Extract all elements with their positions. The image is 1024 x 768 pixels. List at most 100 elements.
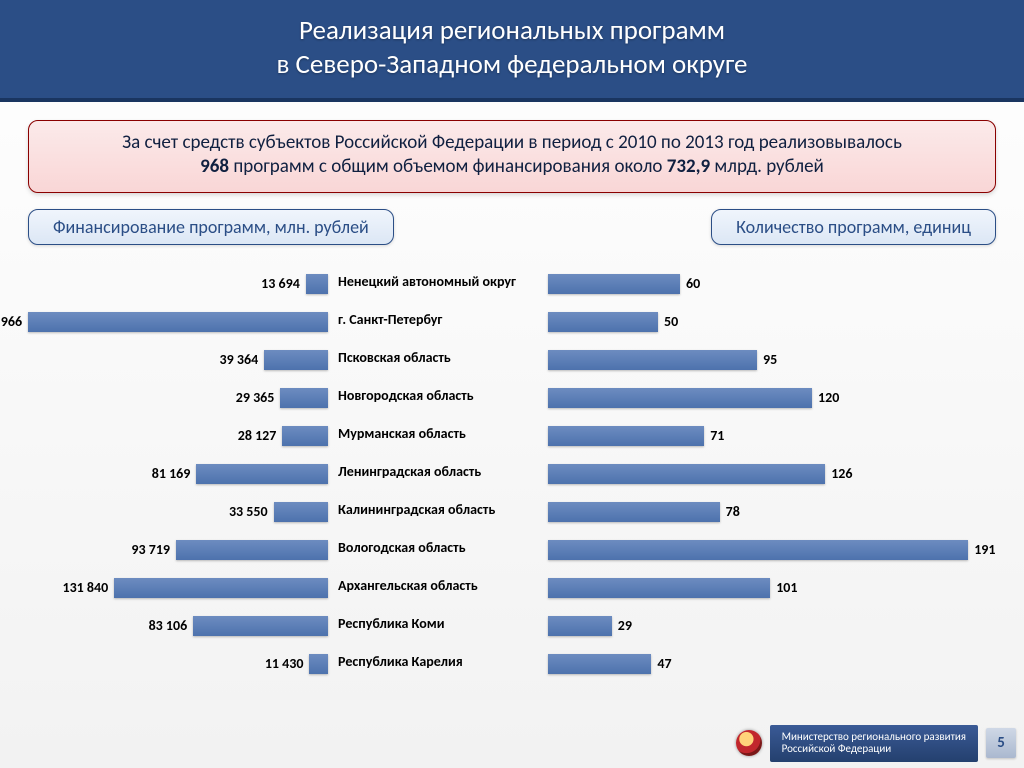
callout-bold-sum: 732,9 (667, 155, 710, 178)
right-bar (548, 426, 704, 446)
chart-row: 13 694 Ненецкий автономный округ 60 (28, 265, 996, 299)
right-bar-zone: 191 (548, 531, 996, 565)
right-bar-value: 29 (618, 617, 632, 634)
left-bar (282, 426, 328, 446)
chart-row: 131 840 Архангельская область 101 (28, 569, 996, 603)
left-bar-zone: 83 106 (28, 607, 328, 641)
left-bar-value: 39 364 (220, 351, 259, 368)
left-bar (309, 654, 328, 674)
region-label: Калининградская область (328, 501, 548, 518)
callout-end: млрд. рублей (710, 155, 824, 178)
left-bar (274, 502, 328, 522)
right-bar-value: 71 (710, 427, 724, 444)
right-bar-value: 191 (974, 541, 995, 558)
chart-row: 11 430 Республика Карелия 47 (28, 645, 996, 679)
left-bar-zone: 39 364 (28, 341, 328, 375)
right-bar-zone: 47 (548, 645, 996, 679)
left-bar (280, 388, 328, 408)
right-bar-zone: 50 (548, 303, 996, 337)
left-bar-zone: 184 966 (28, 303, 328, 337)
left-bar-zone: 29 365 (28, 379, 328, 413)
left-bar-value: 83 106 (149, 617, 188, 634)
right-bar-zone: 60 (548, 265, 996, 299)
right-bar-zone: 101 (548, 569, 996, 603)
left-bar (306, 274, 328, 294)
region-label: Вологодская область (328, 539, 548, 556)
right-bar-value: 78 (726, 503, 740, 520)
right-bar (548, 616, 612, 636)
summary-callout: За счет средств субъектов Российской Фед… (28, 120, 996, 193)
region-label: Псковская область (328, 349, 548, 366)
right-bar-value: 95 (763, 351, 777, 368)
right-bar-value: 120 (818, 389, 839, 406)
region-label: Ленинградская область (328, 463, 548, 480)
left-bar-value: 184 966 (0, 313, 22, 330)
callout-bold-count: 968 (200, 155, 229, 178)
title-line2: в Северо-Западном федеральном округе (20, 48, 1004, 82)
right-bar-zone: 95 (548, 341, 996, 375)
right-bar (548, 388, 812, 408)
right-bar (548, 274, 680, 294)
left-bar-value: 81 169 (152, 465, 191, 482)
right-bar-zone: 126 (548, 455, 996, 489)
left-bar-zone: 28 127 (28, 417, 328, 451)
chart-row: 93 719 Вологодская область 191 (28, 531, 996, 565)
left-bar-value: 11 430 (265, 655, 304, 672)
left-bar-value: 93 719 (131, 541, 170, 558)
title-band: Реализация региональных программ в Север… (0, 0, 1024, 102)
left-bar-value: 33 550 (229, 503, 268, 520)
region-label: Новгородская область (328, 387, 548, 404)
title-line1: Реализация региональных программ (20, 14, 1004, 48)
left-bar-value: 28 127 (238, 427, 277, 444)
right-bar-value: 126 (831, 465, 852, 482)
left-bar-zone: 131 840 (28, 569, 328, 603)
right-bar (548, 464, 825, 484)
chart-row: 33 550 Калининградская область 78 (28, 493, 996, 527)
page-number: 5 (986, 728, 1016, 758)
right-bar (548, 350, 757, 370)
right-bar (548, 578, 770, 598)
right-bar-value: 47 (657, 655, 671, 672)
left-bar-value: 13 694 (261, 275, 300, 292)
left-bar (28, 312, 328, 332)
left-bar-zone: 11 430 (28, 645, 328, 679)
footer-line2: Российской Федерации (782, 743, 966, 756)
region-label: Ненецкий автономный округ (328, 273, 548, 290)
subheader-row: Финансирование программ, млн. рублей Кол… (28, 209, 996, 245)
right-bar (548, 540, 968, 560)
footer-text: Министерство регионального развития Росс… (770, 725, 978, 762)
subheader-left: Финансирование программ, млн. рублей (28, 209, 394, 245)
right-bar-value: 60 (686, 275, 700, 292)
left-bar-zone: 93 719 (28, 531, 328, 565)
right-bar-zone: 29 (548, 607, 996, 641)
paired-bar-chart: 13 694 Ненецкий автономный округ 60 184 966… (28, 265, 996, 695)
right-bar-zone: 78 (548, 493, 996, 527)
right-bar (548, 654, 651, 674)
chart-row: 83 106 Республика Коми 29 (28, 607, 996, 641)
left-bar-zone: 33 550 (28, 493, 328, 527)
chart-row: 29 365 Новгородская область 120 (28, 379, 996, 413)
left-bar (114, 578, 328, 598)
left-bar-value: 29 365 (236, 389, 275, 406)
right-bar-value: 50 (664, 313, 678, 330)
left-bar-value: 131 840 (62, 579, 108, 596)
right-bar (548, 502, 720, 522)
callout-line1: За счет средств субъектов Российской Фед… (47, 131, 977, 156)
callout-line2: 968 программ с общим объемом финансирова… (47, 155, 977, 180)
left-bar-zone: 13 694 (28, 265, 328, 299)
left-bar (264, 350, 328, 370)
left-bar (176, 540, 328, 560)
chart-row: 81 169 Ленинградская область 126 (28, 455, 996, 489)
chart-row: 39 364 Псковская область 95 (28, 341, 996, 375)
left-bar (196, 464, 328, 484)
left-bar-zone: 81 169 (28, 455, 328, 489)
right-bar (548, 312, 658, 332)
region-label: Республика Коми (328, 615, 548, 632)
region-label: Архангельская область (328, 577, 548, 594)
emblem-icon (736, 730, 762, 756)
chart-row: 184 966г. Санкт-Петербуг50 (28, 303, 996, 337)
region-label: Республика Карелия (328, 653, 548, 670)
footer: Министерство регионального развития Росс… (736, 725, 1016, 762)
right-bar-value: 101 (776, 579, 797, 596)
callout-mid: программ с общим объемом финансирования … (229, 155, 667, 178)
